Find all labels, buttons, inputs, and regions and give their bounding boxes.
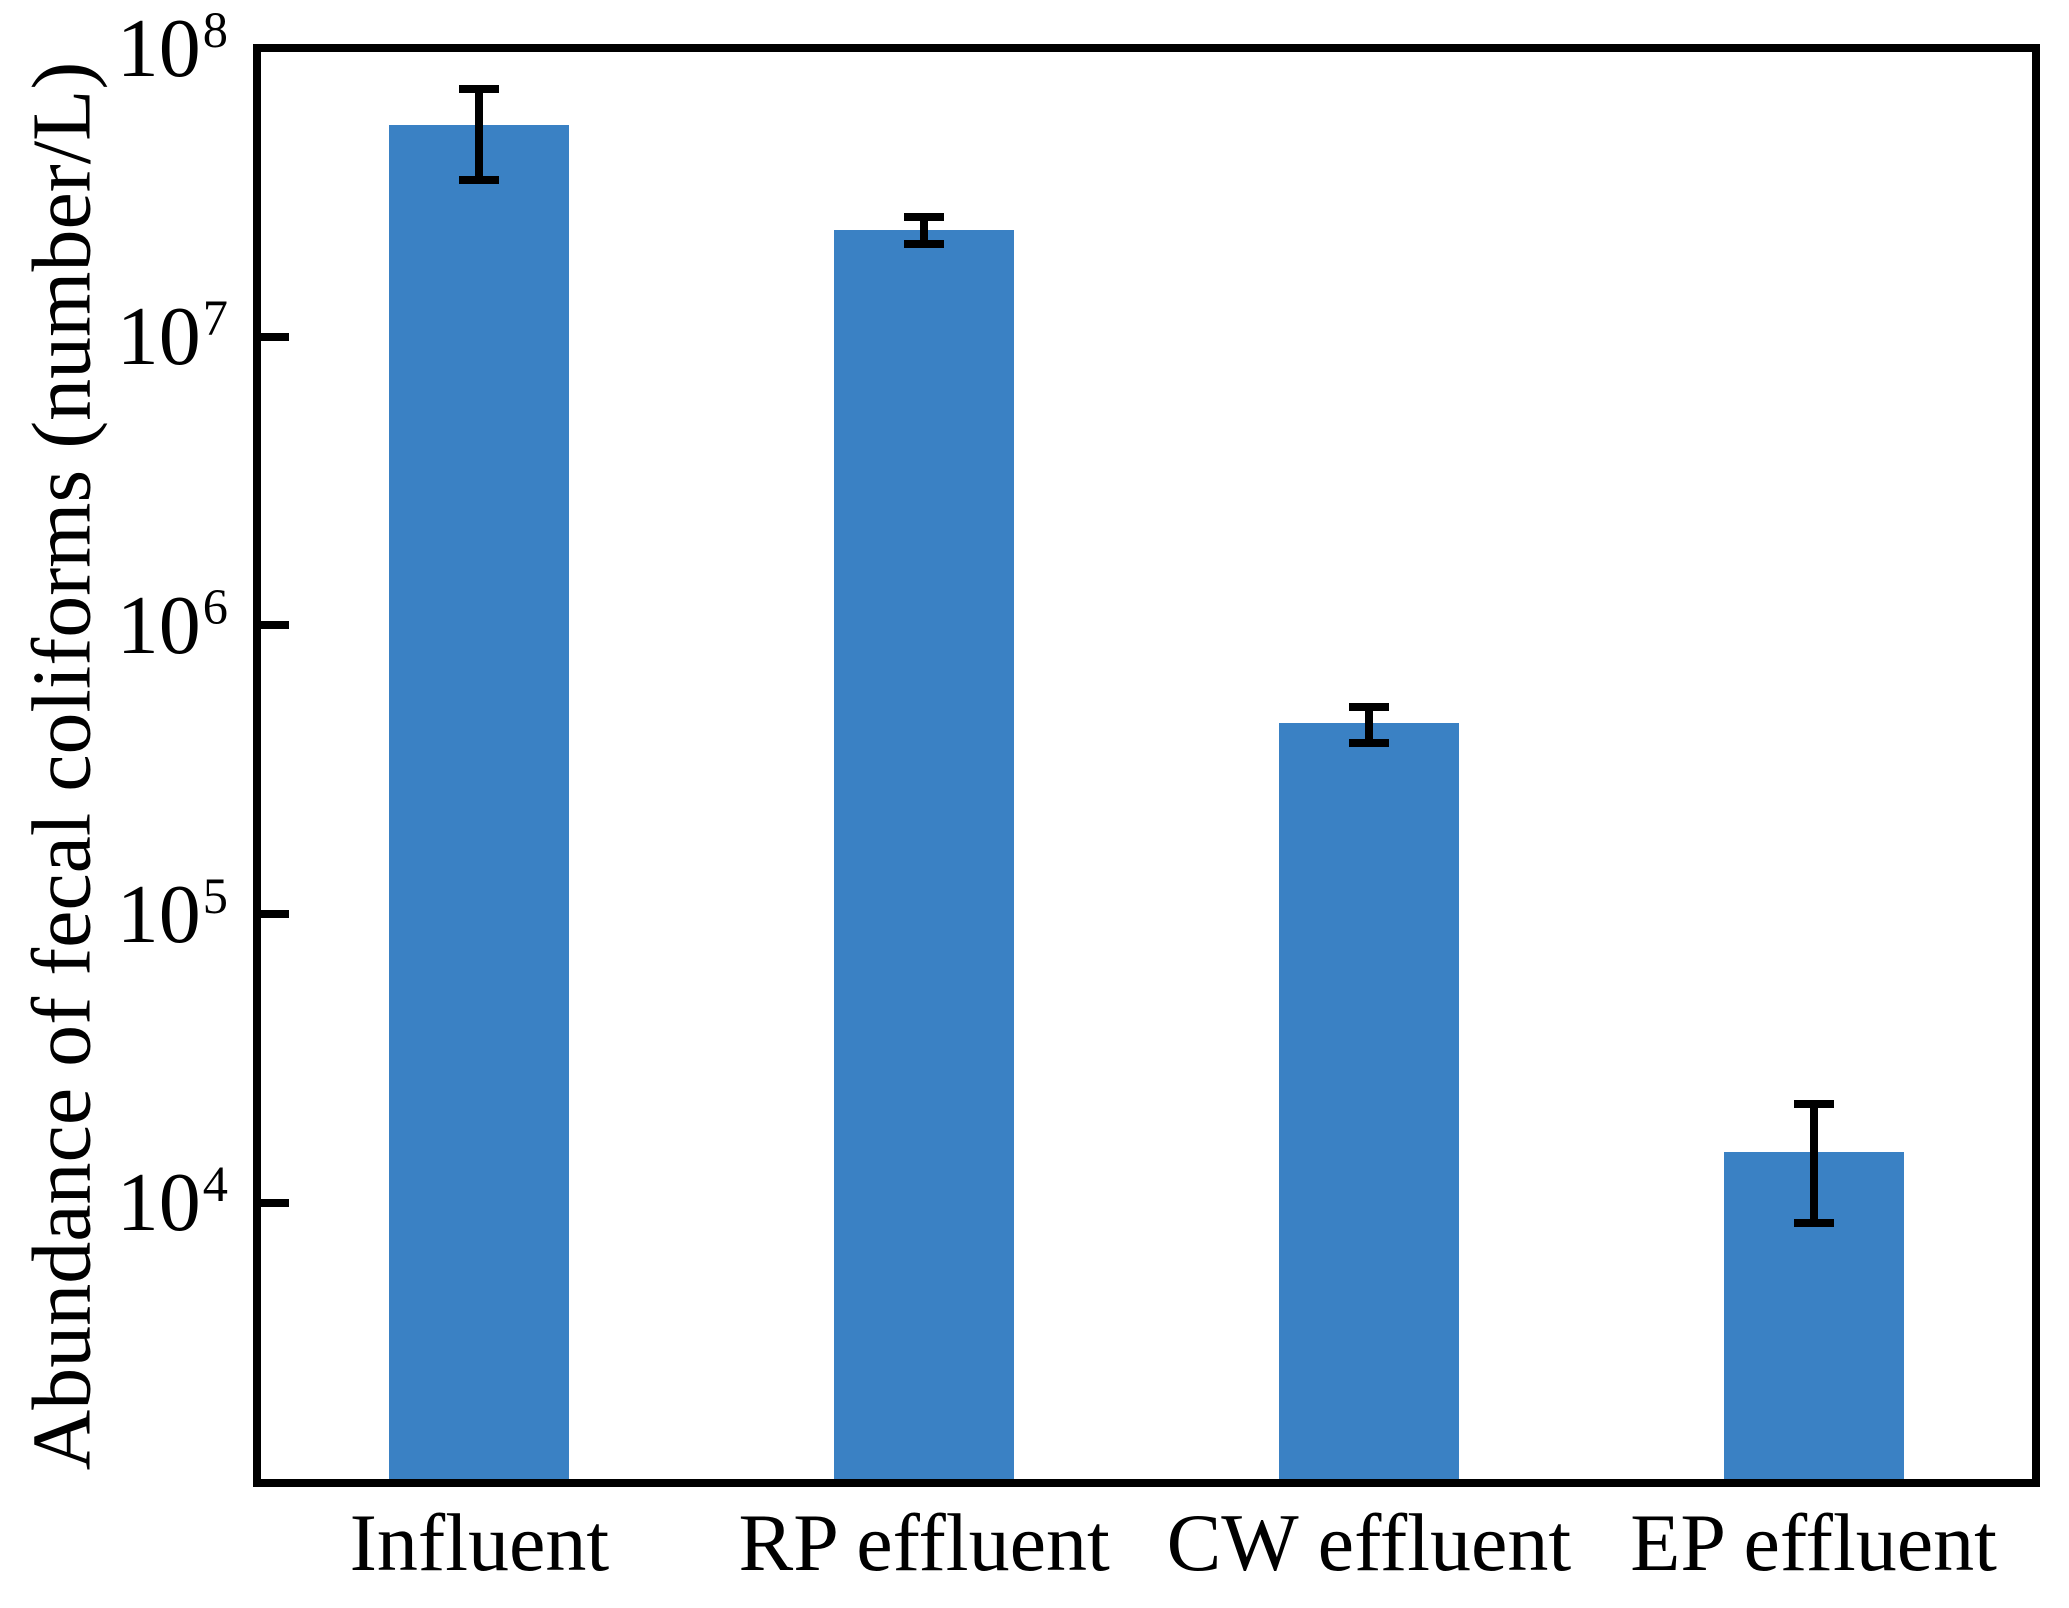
y-tick-label-1e4: 104 [116,1156,228,1250]
error-bar-cw-effluent [1364,707,1373,744]
bar-rp-effluent [834,229,1015,1479]
error-bar-influent [475,89,484,180]
y-tick-1e6 [261,621,289,630]
y-tick-1e5 [261,910,289,919]
error-bar-ep-effluent [1809,1103,1818,1224]
y-tick-1e8 [261,44,289,52]
error-cap-bottom-influent [459,175,500,184]
bar-influent [389,125,570,1479]
x-label-cw-effluent: CW effluent [1166,1497,1572,1588]
error-cap-top-rp-effluent [904,212,945,221]
error-cap-bottom-ep-effluent [1793,1219,1834,1228]
y-tick-1e7 [261,332,289,341]
plot-frame [253,44,2040,1487]
bar-cw-effluent [1278,722,1459,1479]
y-tick-label-1e7: 107 [116,290,228,384]
y-tick-1e4 [261,1198,289,1207]
y-tick-label-1e8: 108 [116,1,228,95]
x-label-ep-effluent: EP effluent [1630,1497,1997,1588]
y-tick-label-1e6: 106 [116,578,228,672]
error-cap-bottom-rp-effluent [904,239,945,248]
error-cap-top-ep-effluent [1793,1099,1834,1108]
x-label-influent: Influent [349,1497,610,1588]
y-tick-label-1e5: 105 [116,867,228,961]
error-cap-bottom-cw-effluent [1348,739,1389,748]
error-cap-top-cw-effluent [1348,703,1389,712]
error-cap-top-influent [459,85,500,94]
x-label-rp-effluent: RP effluent [738,1497,1110,1588]
error-bar-rp-effluent [920,216,929,244]
